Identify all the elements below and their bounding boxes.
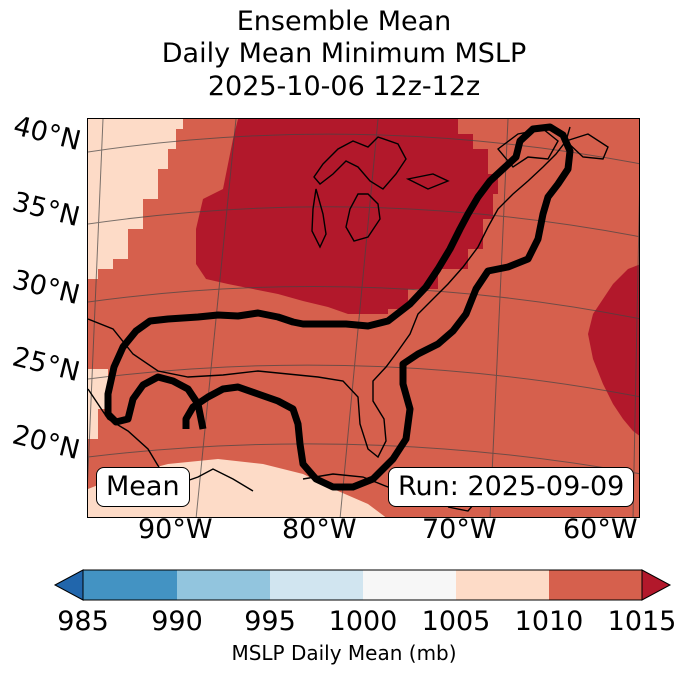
title-line-1: Ensemble Mean	[236, 6, 452, 37]
colorbar-bin-985-990	[83, 570, 177, 600]
colorbar-bin-990-995	[177, 570, 270, 600]
colorbar-outline	[82, 569, 643, 601]
fill-1005-1010-northwest	[88, 119, 183, 279]
colorbar-tick-1010: 1010	[514, 606, 584, 637]
colorbar	[53, 569, 672, 601]
colorbar-tick-1000: 1000	[328, 606, 398, 637]
lon-label-80w: 80°W	[282, 514, 357, 545]
colorbar-bin-995-1000	[270, 570, 363, 600]
fill-above-1015-east	[588, 264, 639, 436]
lon-label-90w: 90°W	[138, 514, 213, 545]
lon-label-60w: 60°W	[563, 514, 638, 545]
colorbar-extend-low	[53, 569, 84, 601]
mean-mslp-contour	[104, 123, 574, 491]
graticule	[88, 119, 639, 517]
lat-label-35n: 35°N	[9, 186, 83, 234]
map-svg	[88, 119, 639, 517]
colorbar-tick-1005: 1005	[421, 606, 491, 637]
colorbar-bin-1010-1015	[549, 570, 642, 600]
lat-label-30n: 30°N	[9, 264, 83, 312]
fill-above-1015-north	[196, 119, 498, 314]
lat-label-20n: 20°N	[9, 419, 83, 467]
colorbar-extend-high	[641, 569, 672, 601]
lat-label-25n: 25°N	[9, 341, 83, 389]
colorbar-tick-990: 990	[151, 606, 203, 637]
mean-legend-box: Mean	[96, 467, 190, 507]
colorbar-bin-1005-1010	[456, 570, 549, 600]
colorbar-tick-995: 995	[244, 606, 296, 637]
colorbar-tick-985: 985	[57, 606, 109, 637]
title-line-2: Daily Mean Minimum MSLP	[161, 38, 527, 69]
title-line-3: 2025-10-06 12z-12z	[207, 71, 481, 102]
map-panel	[87, 118, 640, 518]
lat-label-40n: 40°N	[10, 110, 84, 158]
colorbar-label: MSLP Daily Mean (mb)	[231, 641, 457, 665]
colorbar-tick-1015: 1015	[607, 606, 677, 637]
run-date-legend-box: Run: 2025-09-09	[388, 467, 635, 507]
colorbar-bin-1000-1005	[363, 570, 456, 600]
lon-label-70w: 70°W	[422, 514, 497, 545]
